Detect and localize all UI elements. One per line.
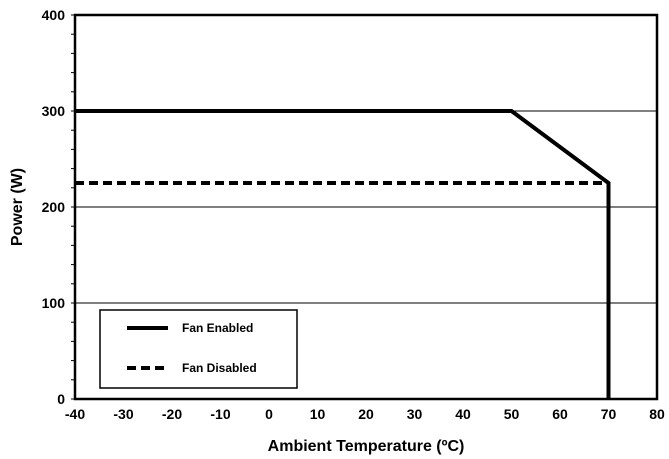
x-axis-title: Ambient Temperature (ºC) (268, 438, 465, 455)
x-tick-label: 20 (358, 406, 374, 422)
y-tick-label: 0 (57, 391, 65, 407)
legend-label-fan-disabled: Fan Disabled (182, 361, 257, 375)
x-tick-labels: -40 -30 -20 -10 0 10 20 30 40 50 60 70 80 (65, 406, 665, 422)
x-tick-label: 30 (407, 406, 423, 422)
y-tick-label: 400 (42, 7, 66, 23)
x-tick-label: 70 (601, 406, 617, 422)
x-tick-label: 50 (504, 406, 520, 422)
series-fan-enabled (75, 109, 611, 399)
x-tick-label: 10 (310, 406, 326, 422)
legend: Fan Enabled Fan Disabled (99, 309, 298, 389)
plot-frame (73, 13, 659, 401)
y-tick-label: 200 (42, 199, 66, 215)
y-tick-label: 300 (42, 103, 66, 119)
x-tick-label: 80 (649, 406, 665, 422)
x-tick-label: -20 (162, 406, 182, 422)
y-axis-title: Power (W) (9, 168, 26, 246)
y-tick-labels: 0 100 200 300 400 (42, 7, 66, 407)
series-layer (75, 109, 611, 399)
x-tick-label: 40 (455, 406, 471, 422)
legend-label-fan-enabled: Fan Enabled (182, 321, 253, 335)
x-tick-label: -40 (65, 406, 85, 422)
x-tick-label: 60 (552, 406, 568, 422)
legend-box (99, 309, 298, 389)
x-tick-label: 0 (265, 406, 273, 422)
y-tick-label: 100 (42, 295, 66, 311)
x-tick-label: -30 (113, 406, 133, 422)
x-tick-label: -10 (210, 406, 230, 422)
